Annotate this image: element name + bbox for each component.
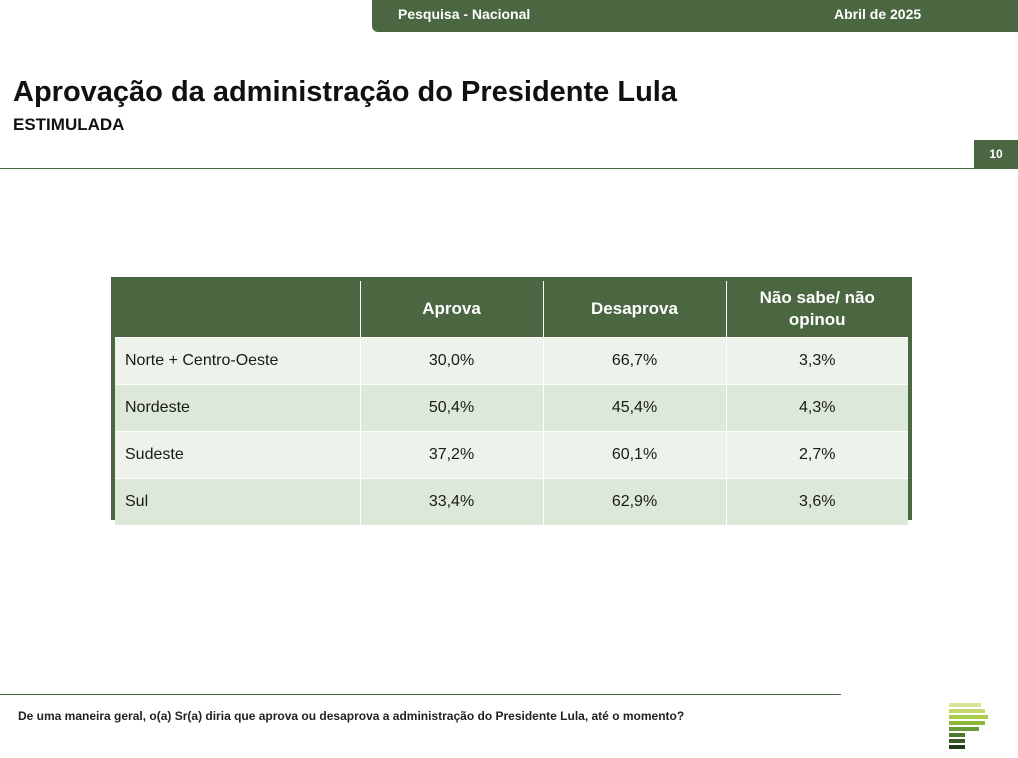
table-row: Norte + Centro-Oeste 30,0% 66,7% 3,3% [115,337,908,385]
top-banner: Pesquisa - Nacional Abril de 2025 [372,0,1018,32]
region-cell: Norte + Centro-Oeste [115,337,360,385]
nao-sabe-cell: 2,7% [725,431,908,479]
page-subtitle: ESTIMULADA [13,115,125,134]
table-row: Sudeste 37,2% 60,1% 2,7% [115,431,908,479]
column-header-aprova: Aprova [359,281,543,338]
desaprova-cell: 66,7% [542,337,726,385]
region-cell: Sudeste [115,431,360,479]
aprova-cell: 33,4% [359,478,543,525]
nao-sabe-cell: 4,3% [725,384,908,432]
header-divider [0,168,1018,169]
region-cell: Sul [115,478,360,525]
desaprova-cell: 62,9% [542,478,726,525]
table-row: Sul 33,4% 62,9% 3,6% [115,478,908,525]
results-table-frame: Aprova Desaprova Não sabe/ não opinou No… [111,277,912,525]
nao-sabe-cell: 3,6% [725,478,908,525]
page-number-badge: 10 [974,140,1018,168]
page-title: Aprovação da administração do Presidente… [13,76,677,108]
nao-sabe-cell: 3,3% [725,337,908,385]
column-header-nao-sabe: Não sabe/ não opinou [725,281,908,338]
table-row: Nordeste 50,4% 45,4% 4,3% [115,384,908,432]
aprova-cell: 30,0% [359,337,543,385]
paraná-pesquisas-logo-icon [949,703,988,749]
aprova-cell: 37,2% [359,431,543,479]
results-table: Aprova Desaprova Não sabe/ não opinou No… [115,281,908,525]
footer-divider [0,694,841,695]
desaprova-cell: 45,4% [542,384,726,432]
survey-date: Abril de 2025 [834,6,922,22]
desaprova-cell: 60,1% [542,431,726,479]
column-header-desaprova: Desaprova [542,281,726,338]
survey-label: Pesquisa - Nacional [398,6,531,22]
survey-question: De uma maneira geral, o(a) Sr(a) diria q… [18,709,685,723]
aprova-cell: 50,4% [359,384,543,432]
table-header-row: Aprova Desaprova Não sabe/ não opinou [115,281,908,338]
column-header-region [115,281,360,338]
region-cell: Nordeste [115,384,360,432]
